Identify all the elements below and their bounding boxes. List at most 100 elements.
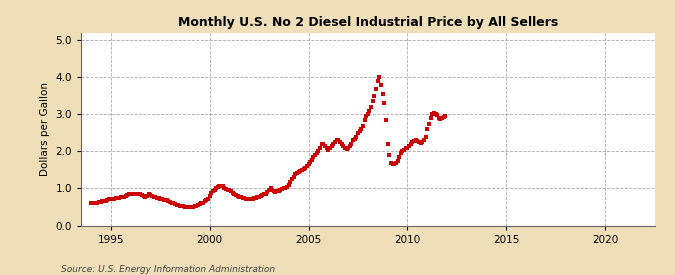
Point [153,196,164,201]
Point [417,140,428,144]
Point [402,145,413,150]
Point [308,155,319,159]
Point [369,94,380,98]
Point [433,116,444,120]
Point [132,191,142,196]
Point [334,140,345,144]
Point [392,158,403,163]
Point [287,177,298,182]
Point [155,197,165,201]
Point [292,171,302,175]
Point [175,203,186,208]
Point [354,129,365,133]
Point [349,136,360,141]
Point [90,201,101,205]
Point [125,192,136,197]
Point [414,140,425,144]
Point [333,138,344,142]
Point [346,142,357,146]
Point [115,195,126,200]
Point [142,194,153,198]
Point [396,151,406,155]
Point [99,199,109,203]
Point [343,145,354,150]
Point [130,192,141,196]
Point [348,138,358,142]
Point [199,199,210,204]
Point [119,194,130,199]
Point [425,116,436,120]
Point [284,183,294,187]
Point [376,82,387,87]
Point [239,196,250,201]
Point [273,188,284,193]
Point [391,160,402,165]
Point [124,192,134,197]
Point [329,140,340,144]
Point [211,186,221,191]
Point [140,194,151,199]
Point [97,199,108,204]
Point [250,196,261,200]
Point [112,196,123,200]
Point [257,193,268,197]
Point [190,204,200,208]
Point [430,111,441,116]
Point [227,191,238,195]
Point [232,194,243,198]
Point [366,105,377,109]
Point [216,183,227,188]
Point [394,155,404,159]
Point [321,145,332,150]
Point [191,203,202,208]
Point [166,200,177,205]
Point [107,197,117,201]
Point [206,191,217,195]
Point [158,197,169,202]
Point [325,145,335,150]
Point [183,205,194,210]
Point [326,144,337,148]
Point [196,201,207,205]
Point [240,197,251,201]
Point [344,144,355,148]
Point [351,134,362,139]
Point [341,146,352,151]
Point [379,101,389,106]
Point [109,197,119,201]
Point [127,192,138,197]
Point [244,197,254,201]
Point [186,205,197,210]
Point [193,203,204,207]
Point [157,197,167,201]
Point [165,200,176,204]
Point [242,197,253,201]
Point [269,189,279,194]
Point [421,134,431,139]
Point [219,186,230,190]
Point [302,164,313,169]
Point [178,204,189,208]
Point [399,147,410,152]
Point [408,139,419,143]
Point [323,147,333,152]
Point [407,140,418,144]
Point [201,198,212,202]
Point [277,187,288,191]
Point [229,192,240,196]
Point [364,109,375,113]
Point [410,138,421,142]
Point [263,188,274,192]
Point [221,187,232,191]
Point [358,123,369,128]
Point [362,112,373,117]
Point [205,194,215,198]
Point [281,185,292,189]
Point [377,92,388,96]
Point [373,79,383,83]
Point [171,203,182,207]
Point [303,162,314,167]
Point [94,200,105,204]
Point [275,188,286,192]
Point [214,183,225,188]
